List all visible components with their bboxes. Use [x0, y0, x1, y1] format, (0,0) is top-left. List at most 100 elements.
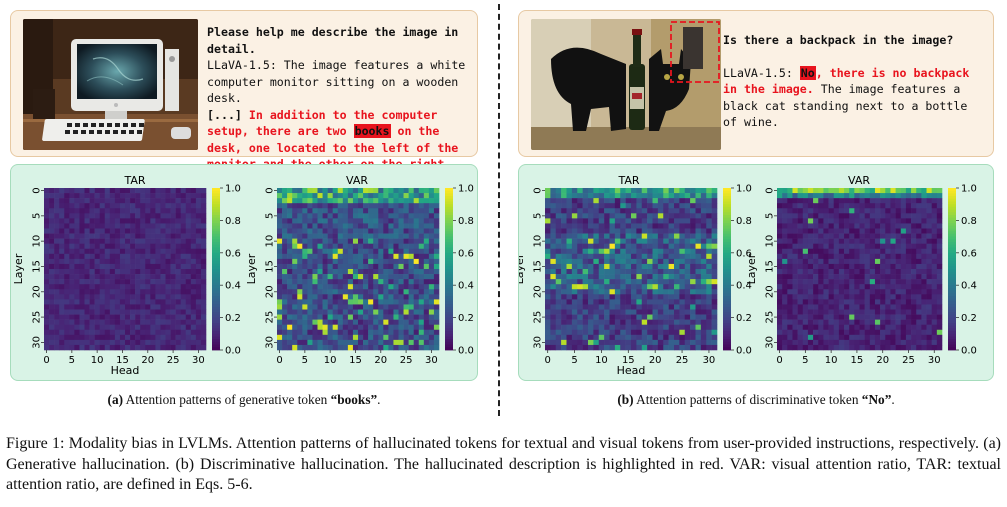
heatmap-cell	[302, 238, 308, 244]
colorbar-segment	[212, 277, 220, 281]
heatmap-cell	[663, 314, 669, 320]
heatmap-cell	[895, 314, 902, 320]
colorbar-segment	[212, 271, 220, 275]
heatmap-cell	[625, 279, 632, 285]
heatmap-cell	[428, 319, 435, 325]
heatmap-cell	[337, 203, 344, 209]
heatmap-cell	[135, 213, 141, 219]
heatmap-cell	[797, 269, 804, 275]
x-tick-label: 25	[167, 355, 180, 366]
heatmap-cell	[577, 233, 583, 239]
heatmap-cell	[327, 329, 333, 336]
heatmap-cell	[787, 314, 793, 320]
heatmap-cell	[700, 269, 707, 275]
heatmap-cell	[823, 294, 829, 300]
heatmap-cell	[297, 263, 303, 270]
heatmap-cell	[433, 314, 440, 320]
heatmap-cell	[64, 284, 70, 290]
colorbar-segment	[445, 331, 453, 335]
heatmap-cell	[679, 248, 686, 255]
heatmap-cell	[140, 319, 146, 325]
heatmap-cell	[668, 274, 675, 280]
heatmap-cell	[94, 309, 100, 315]
heatmap-cell	[802, 203, 809, 209]
heatmap-cell	[641, 294, 648, 300]
heatmap-cell	[104, 233, 111, 239]
heatmap-cell	[577, 279, 583, 285]
heatmap-cell	[79, 289, 85, 295]
heatmap-cell	[89, 238, 95, 244]
heatmap-cell	[550, 218, 557, 224]
heatmap-cell	[104, 289, 111, 295]
heatmap-cell	[150, 263, 156, 270]
heatmap-cell	[652, 334, 659, 341]
heatmap-cell	[936, 188, 943, 194]
heatmap-cell	[674, 279, 680, 285]
heatmap-cell	[890, 279, 896, 285]
heatmap-cell	[368, 284, 374, 290]
heatmap-cell	[312, 258, 318, 265]
heatmap-cell	[620, 193, 626, 199]
heatmap-cell	[911, 269, 917, 275]
heatmap-cell	[900, 324, 907, 331]
heatmap-cell	[916, 304, 922, 310]
heatmap-cell	[695, 294, 702, 300]
heatmap-cell	[614, 339, 621, 346]
heatmap-cell	[545, 233, 551, 239]
heatmap-cell	[408, 289, 414, 295]
heatmap-cell	[652, 218, 659, 224]
heatmap-cell	[931, 208, 938, 214]
heatmap-cell	[363, 203, 369, 209]
heatmap-cell	[593, 198, 600, 204]
heatmap-cell	[125, 208, 131, 214]
heatmap-cell	[818, 248, 824, 255]
heatmap-cell	[663, 238, 669, 244]
colorbar-segment	[948, 198, 956, 202]
heatmap-cell	[604, 243, 610, 250]
heatmap-cell	[609, 203, 616, 209]
heatmap-cell	[823, 243, 829, 250]
heatmap-cell	[84, 253, 90, 260]
heatmap-cell	[931, 294, 938, 300]
heatmap-cell	[833, 258, 840, 265]
heatmap-cell	[647, 193, 653, 199]
heatmap-cell	[160, 223, 166, 229]
heatmap-cell	[593, 339, 600, 346]
heatmap-cell	[880, 319, 886, 325]
heatmap-cell	[74, 253, 80, 260]
heatmap-cell	[373, 284, 379, 290]
heatmap-cell	[885, 274, 891, 280]
heatmap-cell	[277, 289, 283, 295]
heatmap-cell	[807, 294, 814, 300]
colorbar-segment	[723, 309, 731, 313]
heatmap-cell	[916, 223, 922, 229]
colorbar-segment	[445, 298, 453, 302]
heatmap-cell	[332, 314, 339, 320]
heatmap-cell	[190, 299, 197, 305]
colorbar-segment	[723, 282, 731, 286]
heatmap-cell	[292, 269, 298, 275]
colorbar-segment	[212, 339, 220, 343]
heatmap-cell	[383, 193, 389, 199]
heatmap-cell	[711, 198, 718, 204]
heatmap-cell	[885, 223, 891, 229]
colorbar-segment	[212, 209, 220, 213]
heatmap-cell	[155, 208, 161, 214]
heatmap-cell	[363, 319, 369, 325]
heatmap-cell	[782, 243, 788, 250]
heatmap-cell	[604, 299, 610, 305]
colorbar-segment	[948, 244, 956, 248]
colorbar-tick-label: 0.6	[225, 248, 241, 259]
heatmap-cell	[297, 279, 303, 285]
heatmap-cell	[195, 213, 202, 219]
heatmap-cell	[287, 213, 293, 219]
heatmap-cell	[332, 339, 339, 346]
colorbar-segment	[723, 336, 731, 340]
heatmap-cell	[582, 294, 589, 300]
heatmap-cell	[700, 248, 707, 255]
heatmap-cell	[368, 304, 374, 310]
heatmap-cell	[200, 218, 207, 224]
heatmap-cell	[652, 314, 659, 320]
heatmap-cell	[190, 233, 197, 239]
heatmap-cell	[408, 329, 414, 336]
